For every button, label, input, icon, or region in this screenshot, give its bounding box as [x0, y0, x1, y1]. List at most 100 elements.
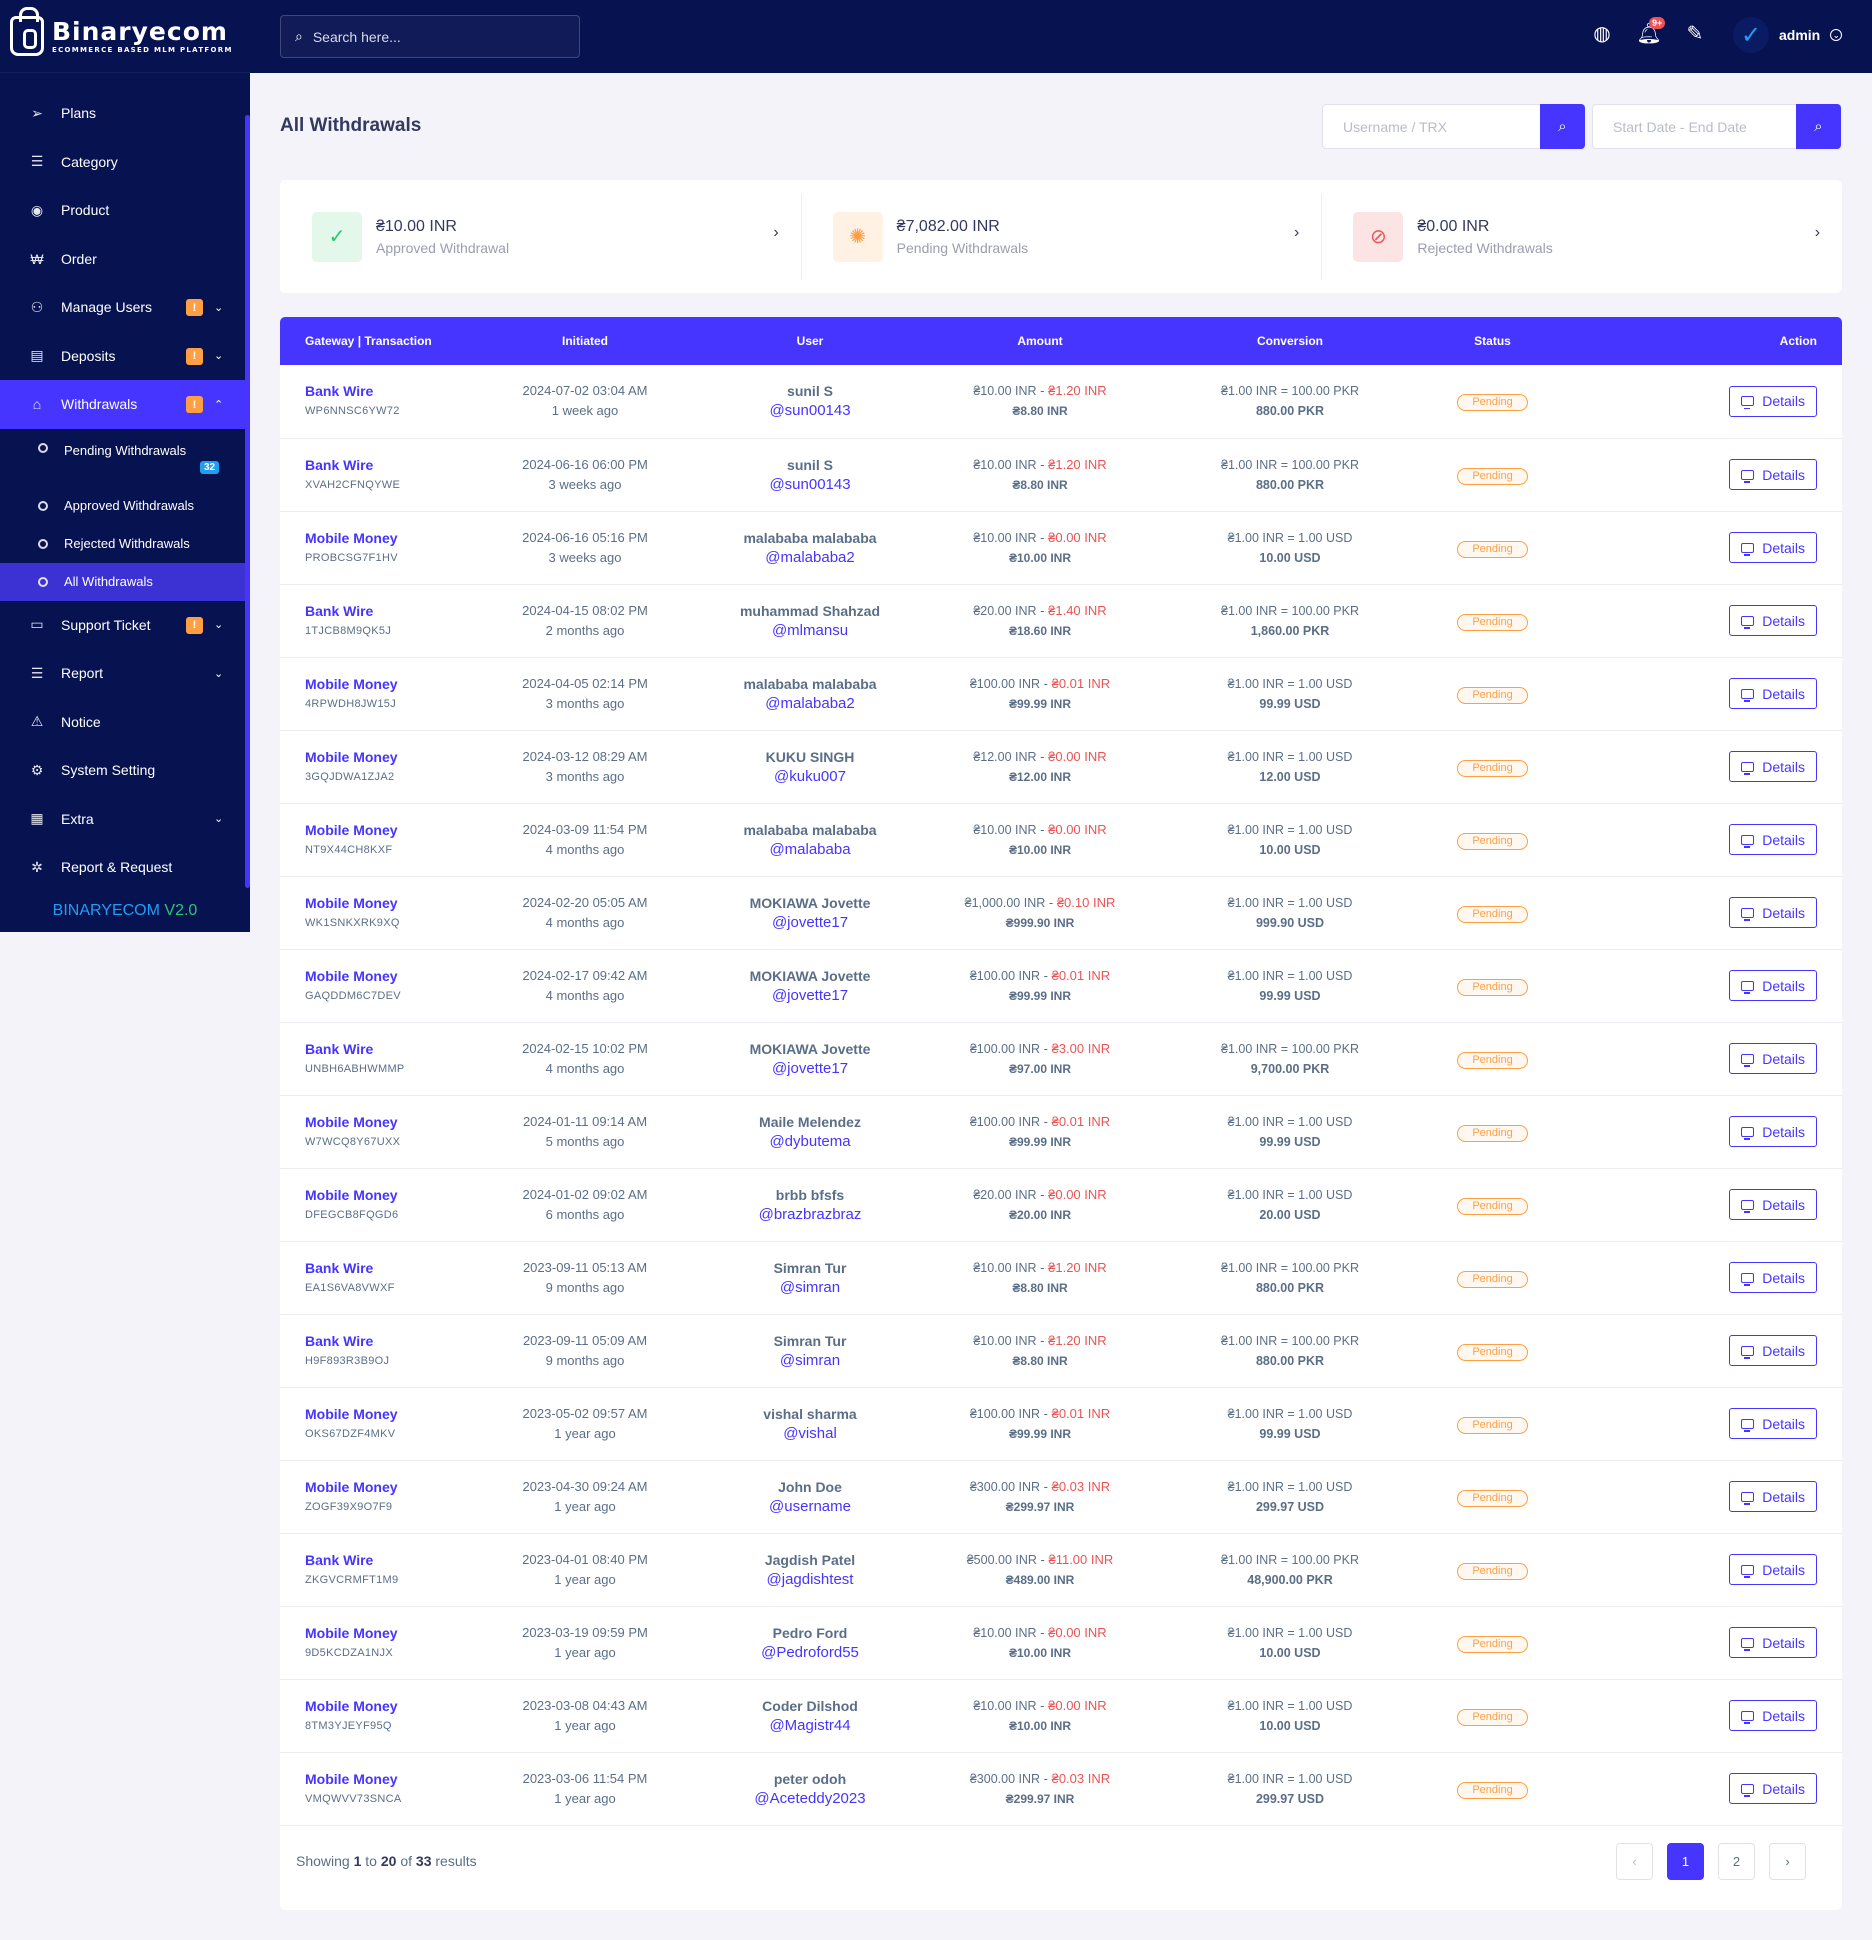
date-range-input[interactable]: [1592, 104, 1796, 149]
sidebar-item-withdrawals[interactable]: ⌂ Withdrawals! ⌃: [0, 380, 250, 429]
sidebar-item-system-setting[interactable]: ⚙ System Setting: [0, 746, 250, 795]
sidebar-sub-pending-withdrawals[interactable]: Pending Withdrawals 32: [0, 433, 250, 487]
details-button[interactable]: Details: [1729, 970, 1817, 1001]
details-button[interactable]: Details: [1729, 605, 1817, 636]
summary-pending[interactable]: ✺ ₴7,082.00 INR Pending Withdrawals ›: [800, 180, 1322, 293]
conversion-rate: ₴1.00 INR = 1.00 USD: [1227, 1406, 1353, 1421]
username-trx-input[interactable]: [1322, 104, 1540, 149]
user-profile-link[interactable]: @jagdishtest: [766, 1570, 854, 1588]
summary-approved[interactable]: ✓ ₴10.00 INR Approved Withdrawal ›: [280, 180, 801, 293]
status-cell: Pending: [1425, 803, 1560, 876]
bell-icon[interactable]: 🔔︎ 9+: [1636, 17, 1666, 45]
sidebar-item-label: Withdrawals: [61, 396, 138, 413]
user-profile-link[interactable]: @jovette17: [771, 986, 849, 1004]
prev-page-button[interactable]: ‹: [1616, 1843, 1653, 1880]
details-button[interactable]: Details: [1729, 824, 1817, 855]
details-button[interactable]: Details: [1729, 1189, 1817, 1220]
summary-rejected[interactable]: ⊘ ₴0.00 INR Rejected Withdrawals ›: [1321, 180, 1842, 293]
user-profile-link[interactable]: @mlmansu: [771, 621, 849, 639]
sidebar-sub-all-withdrawals[interactable]: All Withdrawals: [0, 562, 250, 601]
user-profile-link[interactable]: @sun00143: [769, 402, 851, 420]
table-row: Mobile Money NT9X44CH8KXF 2024-03-09 11:54…: [280, 803, 1842, 876]
sidebar-item-report[interactable]: ☰ Report ⌄: [0, 649, 250, 698]
details-label: Details: [1762, 831, 1805, 848]
sidebar-item-notice[interactable]: ⚠ Notice: [0, 698, 250, 747]
user-profile-link[interactable]: @jovette17: [771, 1059, 849, 1077]
sidebar-item-category[interactable]: ☰ Category: [0, 138, 250, 187]
details-button[interactable]: Details: [1729, 1116, 1817, 1147]
details-button[interactable]: Details: [1729, 459, 1817, 490]
bank-icon: ⌂: [32, 396, 42, 413]
sidebar-sub-label: Pending Withdrawals: [64, 442, 187, 458]
details-button[interactable]: Details: [1729, 1043, 1817, 1074]
user-fullname: Coder Dilshod: [762, 1697, 858, 1714]
page-1-button[interactable]: 1: [1667, 1843, 1704, 1880]
details-button[interactable]: Details: [1729, 1262, 1817, 1293]
initiated-ago: 3 months ago: [545, 768, 625, 784]
details-label: Details: [1762, 1123, 1805, 1140]
details-button[interactable]: Details: [1729, 1627, 1817, 1658]
initiated-date: 2023-03-06 11:54 PM: [522, 1770, 648, 1786]
transaction-id: OKS67DZF4MKV: [305, 1427, 396, 1440]
amount-net: ₴99.99 INR: [1008, 1134, 1072, 1149]
user-profile-link[interactable]: @malababa2: [765, 694, 855, 712]
user-profile-link[interactable]: @Pedroford55: [761, 1643, 859, 1661]
user-profile-link[interactable]: @simran: [779, 1278, 841, 1296]
converted-amount: 99.99 USD: [1259, 1134, 1321, 1149]
details-button[interactable]: Details: [1729, 532, 1817, 563]
details-button[interactable]: Details: [1729, 1481, 1817, 1512]
user-profile-link[interactable]: @malababa2: [765, 548, 855, 566]
details-button[interactable]: Details: [1729, 897, 1817, 928]
user-profile-link[interactable]: @jovette17: [771, 913, 849, 931]
details-button[interactable]: Details: [1729, 1408, 1817, 1439]
search-button[interactable]: ⌕: [1796, 104, 1841, 149]
initiated-date: 2023-05-02 09:57 AM: [522, 1405, 648, 1421]
sidebar-item-extra[interactable]: ▦ Extra ⌄: [0, 795, 250, 844]
user-profile-link[interactable]: @vishal: [783, 1424, 837, 1442]
sidebar-item-manage-users[interactable]: ⚇ Manage Users! ⌄: [0, 283, 250, 332]
wrench-icon[interactable]: ✎: [1686, 22, 1704, 45]
page-2-button[interactable]: 2: [1718, 1843, 1755, 1880]
sidebar-item-order[interactable]: ₩ Order: [0, 235, 250, 284]
user-profile-link[interactable]: @malababa: [769, 840, 851, 858]
desktop-icon: [1741, 688, 1755, 702]
sidebar-item-report-request[interactable]: ✲ Report & Request: [0, 843, 250, 892]
sidebar-sub-rejected-withdrawals[interactable]: Rejected Withdrawals: [0, 525, 250, 563]
search-input[interactable]: [312, 28, 553, 45]
chevron-down-icon: ⌄: [214, 350, 224, 363]
sidebar-item-plans[interactable]: ➢ Plans: [0, 89, 250, 138]
search-button[interactable]: ⌕: [1540, 104, 1585, 149]
user-profile-link[interactable]: @kuku007: [774, 767, 846, 785]
user-profile-link[interactable]: @username: [769, 1497, 851, 1515]
user-profile-link[interactable]: @simran: [779, 1351, 841, 1369]
conversion-rate: ₴1.00 INR = 1.00 USD: [1227, 1625, 1353, 1640]
user-profile-link[interactable]: @brazbrazbraz: [758, 1205, 862, 1223]
details-button[interactable]: Details: [1729, 1700, 1817, 1731]
amount-net: ₴8.80 INR: [1012, 1353, 1068, 1368]
sidebar-sub-approved-withdrawals[interactable]: Approved Withdrawals: [0, 487, 250, 525]
globe-icon[interactable]: ◍: [1593, 22, 1611, 45]
next-page-button[interactable]: ›: [1769, 1843, 1806, 1880]
brand-logo[interactable]: Binaryecom ECOMMERCE BASED MLM PLATFORM: [0, 0, 250, 73]
amount-net: ₴12.00 INR: [1008, 769, 1072, 784]
details-button[interactable]: Details: [1729, 1335, 1817, 1366]
sidebar-item-support-ticket[interactable]: ▭ Support Ticket! ⌄: [0, 601, 250, 650]
user-profile-link[interactable]: @Magistr44: [769, 1716, 851, 1734]
user-profile-link[interactable]: @Aceteddy2023: [754, 1789, 866, 1807]
details-button[interactable]: Details: [1729, 1773, 1817, 1804]
user-profile-link[interactable]: @sun00143: [769, 475, 851, 493]
details-button[interactable]: Details: [1729, 1554, 1817, 1585]
transaction-id: 3GQJDWA1ZJA2: [305, 770, 395, 783]
converted-amount: 880.00 PKR: [1255, 404, 1325, 419]
admin-menu[interactable]: ✓ admin ⌄: [1733, 17, 1843, 53]
details-button[interactable]: Details: [1729, 678, 1817, 709]
sidebar-item-product[interactable]: ◉ Product: [0, 186, 250, 235]
gateway-cell: Bank Wire EA1S6VA8VWXF: [280, 1241, 475, 1314]
user-profile-link[interactable]: @dybutema: [769, 1132, 851, 1150]
gateway-cell: Bank Wire 1TJCB8M9QK5J: [280, 584, 475, 657]
sidebar-item-deposits[interactable]: ▤ Deposits! ⌄: [0, 332, 250, 381]
details-button[interactable]: Details: [1729, 385, 1817, 417]
initiated-date: 2024-02-20 05:05 AM: [522, 894, 648, 910]
details-button[interactable]: Details: [1729, 751, 1817, 782]
send-icon: ➢: [31, 104, 43, 121]
